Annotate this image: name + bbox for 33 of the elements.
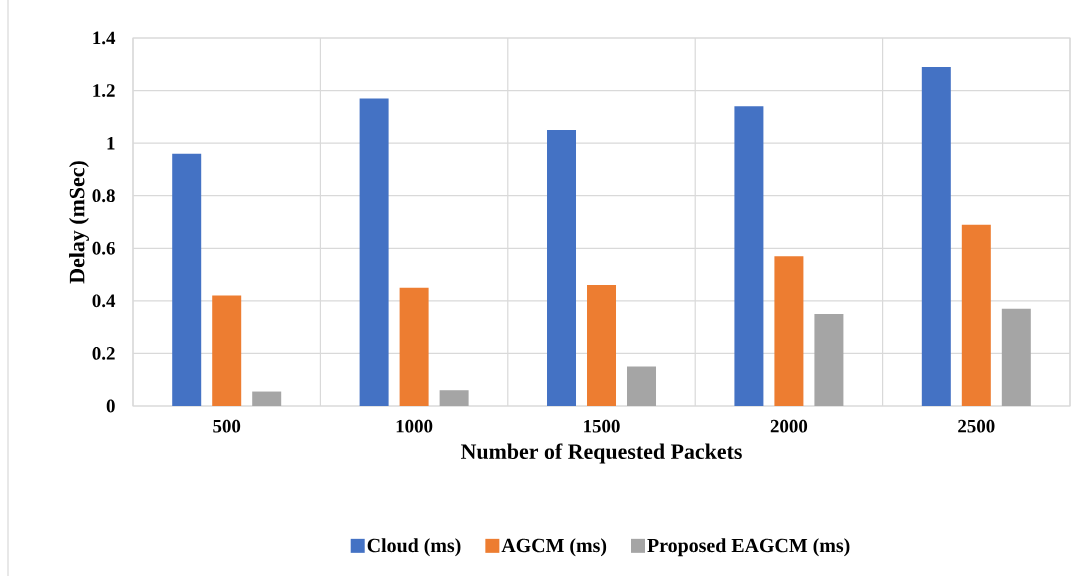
y-tick-label: 0.2	[92, 347, 115, 360]
bar	[814, 314, 844, 406]
legend-label: AGCM (ms)	[501, 538, 607, 557]
bar	[359, 98, 389, 406]
bar	[587, 285, 617, 406]
x-tick-label: 2500	[958, 419, 995, 433]
bar	[172, 153, 202, 406]
bar	[547, 130, 577, 406]
bar	[212, 295, 242, 406]
x-tick-label: 1500	[584, 419, 620, 433]
bar	[1001, 308, 1031, 406]
y-tick-label: 0.6	[92, 241, 115, 255]
bar	[774, 256, 804, 406]
bar	[439, 390, 469, 406]
x-tick-label: 500	[213, 419, 241, 433]
y-tick-label: 1.4	[93, 31, 116, 45]
y-tick-label: 0	[106, 399, 115, 413]
bar	[734, 106, 764, 406]
x-tick-label: 1000	[396, 419, 433, 433]
bar	[627, 366, 657, 406]
y-tick-label: 1.2	[93, 84, 115, 97]
bar	[252, 391, 282, 406]
x-tick-label: 2000	[770, 419, 808, 433]
bar	[961, 224, 991, 406]
bar	[399, 287, 429, 406]
y-axis-title: Delay (mSec)	[69, 161, 89, 284]
y-tick-label: 1	[107, 136, 115, 150]
bar	[921, 66, 951, 406]
y-tick-label: 0.8	[92, 189, 115, 203]
legend-label: Cloud (ms)	[367, 538, 461, 557]
x-axis-title: Number of Requested Packets	[461, 443, 742, 464]
legend-label: Proposed EAGCM (ms)	[647, 538, 850, 557]
y-tick-label: 0.4	[92, 294, 116, 308]
